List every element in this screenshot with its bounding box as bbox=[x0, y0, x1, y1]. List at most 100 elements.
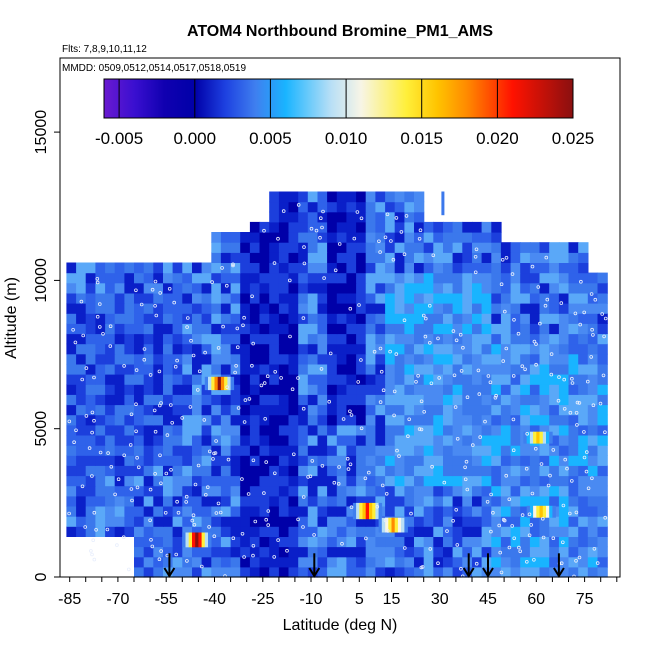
field-cell bbox=[394, 252, 405, 263]
field-cell bbox=[452, 536, 463, 548]
sample-point bbox=[184, 500, 189, 504]
hot-spot-cell bbox=[352, 502, 357, 520]
field-cell bbox=[336, 313, 348, 324]
field-cell bbox=[143, 292, 154, 304]
field-cell bbox=[587, 363, 599, 375]
sample-point bbox=[167, 286, 172, 291]
sample-point bbox=[578, 322, 582, 327]
field-cell bbox=[481, 516, 492, 527]
field-cell bbox=[105, 455, 116, 466]
field-cell bbox=[394, 292, 405, 304]
sample-point bbox=[90, 552, 94, 557]
field-cell bbox=[529, 363, 541, 375]
field-cell bbox=[259, 495, 270, 507]
field-cell bbox=[240, 495, 251, 507]
field-cell bbox=[288, 201, 299, 213]
field-cell bbox=[365, 313, 376, 324]
field-cell bbox=[269, 445, 280, 456]
field-cell bbox=[182, 475, 193, 487]
field-cell bbox=[259, 566, 270, 578]
field-cell bbox=[85, 353, 96, 365]
field-cell bbox=[365, 465, 376, 477]
field-cell bbox=[385, 242, 396, 253]
sample-point bbox=[544, 255, 549, 260]
field-cell bbox=[568, 556, 579, 568]
field-cell bbox=[549, 282, 560, 294]
field-cell bbox=[539, 516, 550, 527]
field-cell bbox=[201, 495, 212, 507]
field-cell bbox=[549, 303, 560, 314]
hot-spot-cell bbox=[362, 502, 366, 520]
field-cell bbox=[95, 475, 106, 487]
field-cell bbox=[539, 556, 550, 568]
sample-point bbox=[595, 561, 600, 565]
field-cell bbox=[201, 262, 212, 274]
sample-point bbox=[309, 226, 314, 231]
field-cell bbox=[124, 455, 135, 466]
field-cell bbox=[443, 506, 454, 517]
sample-point bbox=[598, 401, 603, 406]
field-cell bbox=[356, 242, 367, 253]
field-cell bbox=[587, 414, 599, 426]
sample-point bbox=[486, 374, 491, 378]
field-cell bbox=[385, 343, 396, 355]
sample-point bbox=[602, 334, 606, 339]
sample-point bbox=[216, 501, 221, 506]
sample-point bbox=[483, 419, 487, 424]
field-cell bbox=[336, 485, 348, 497]
field-cell bbox=[124, 363, 135, 375]
field-cell bbox=[105, 333, 116, 345]
field-cell bbox=[163, 272, 174, 284]
field-cell bbox=[529, 485, 541, 497]
field-cell bbox=[587, 485, 599, 497]
sample-point bbox=[266, 523, 271, 527]
field-cell bbox=[404, 211, 415, 223]
hot-spot-cell bbox=[539, 505, 543, 518]
field-cell bbox=[433, 292, 444, 304]
field-cell bbox=[462, 404, 473, 416]
field-cell bbox=[520, 313, 531, 324]
hot-spot-cell bbox=[546, 431, 550, 444]
sample-point bbox=[122, 453, 126, 458]
field-cell bbox=[568, 435, 579, 446]
field-cell bbox=[346, 506, 357, 517]
field-cell bbox=[249, 384, 261, 395]
field-cell bbox=[201, 303, 212, 314]
field-cell bbox=[346, 536, 357, 548]
field-cell bbox=[211, 292, 222, 304]
field-cell bbox=[491, 272, 502, 284]
field-cell bbox=[105, 506, 116, 517]
sample-point bbox=[419, 427, 424, 432]
field-cell bbox=[114, 323, 125, 335]
sample-point bbox=[589, 355, 593, 359]
field-cell bbox=[462, 313, 473, 324]
field-cell bbox=[249, 292, 261, 304]
field-cell bbox=[375, 485, 386, 497]
field-cell bbox=[220, 353, 232, 365]
sample-point bbox=[193, 482, 198, 487]
field-cell bbox=[240, 404, 251, 416]
field-cell bbox=[510, 282, 521, 294]
field-cell bbox=[172, 495, 183, 507]
field-cell bbox=[336, 221, 348, 233]
field-cell bbox=[472, 516, 483, 527]
field-cell bbox=[394, 303, 405, 314]
field-cell bbox=[114, 313, 125, 324]
field-cell bbox=[423, 282, 434, 294]
field-cell bbox=[375, 353, 386, 365]
field-cell bbox=[240, 485, 251, 497]
field-cell bbox=[327, 384, 338, 395]
field-cell bbox=[66, 526, 77, 537]
field-cell bbox=[404, 242, 415, 253]
field-cell bbox=[462, 282, 473, 294]
field-cell bbox=[163, 495, 174, 507]
sample-point bbox=[259, 383, 264, 388]
field-cell bbox=[578, 424, 589, 436]
sample-point bbox=[81, 333, 85, 338]
field-cell bbox=[365, 262, 376, 274]
field-cell bbox=[182, 313, 193, 324]
field-cell bbox=[433, 516, 444, 527]
field-cell bbox=[597, 353, 608, 365]
field-cell bbox=[211, 363, 222, 375]
field-cell bbox=[230, 506, 241, 517]
